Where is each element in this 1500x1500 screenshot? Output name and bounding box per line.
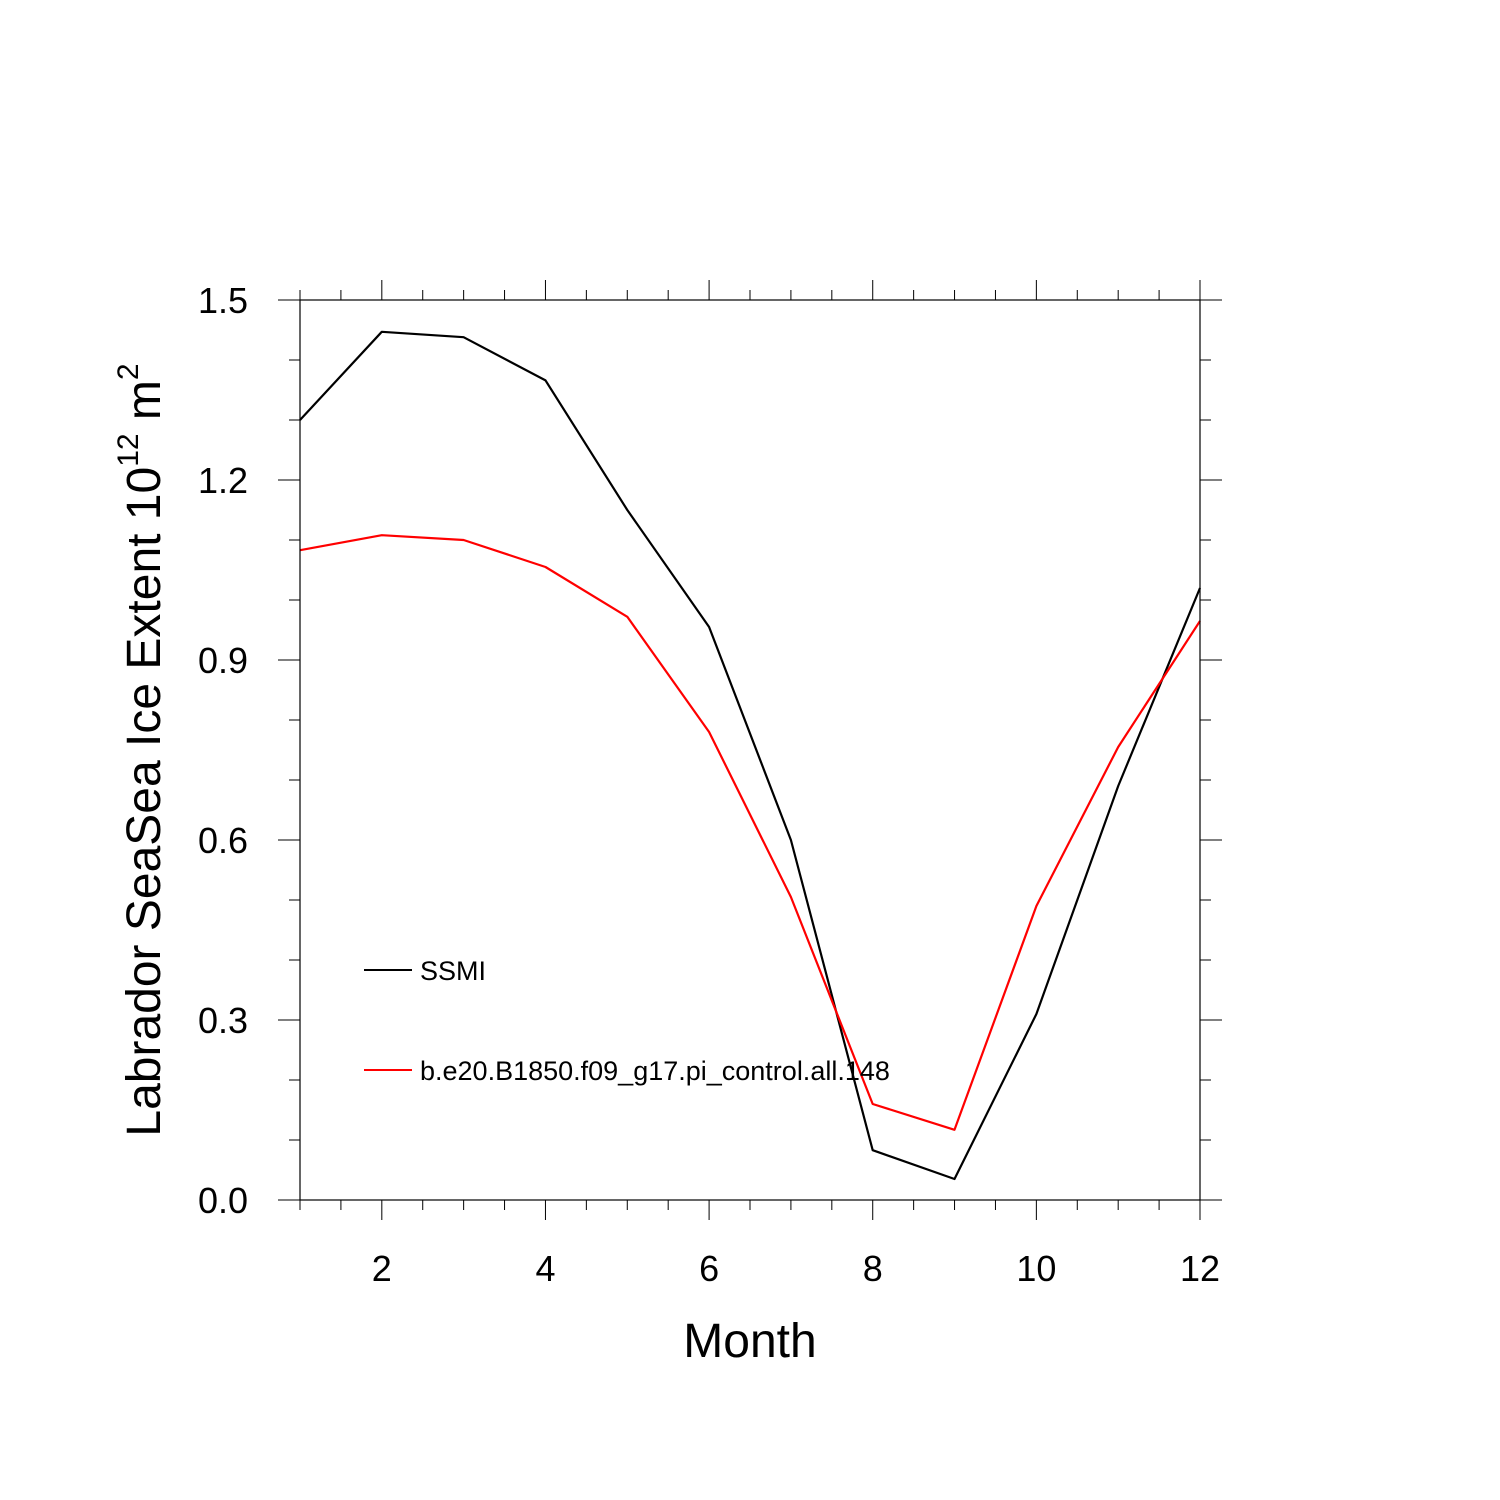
legend-label-ssmi: SSMI [420,956,486,986]
x-tick-label: 6 [699,1248,719,1289]
y-tick-label: 0.6 [198,820,248,861]
plot-frame [299,299,1201,1201]
y-tick-label: 0.0 [198,1180,248,1221]
y-axis-title-unit: m [118,380,171,433]
y-tick-labels: 0.0 0.3 0.6 0.9 1.2 1.5 [198,280,248,1221]
x-tick-label: 10 [1016,1248,1056,1289]
y-tick-label: 0.9 [198,640,248,681]
y-axis-title: Labrador SeaSea Ice Extent 1012 m2 [112,363,171,1136]
x-tick-label: 2 [372,1248,392,1289]
x-tick-label: 8 [863,1248,883,1289]
x-tick-label: 12 [1180,1248,1220,1289]
y-tick-label: 1.2 [198,460,248,501]
y-axis-title-unit-exponent: 2 [112,363,145,380]
series-line-ssmi [299,330,1202,1181]
y-tick-label: 1.5 [198,280,248,321]
y-axis-title-base: Labrador SeaSea Ice Extent 10 [118,467,171,1137]
x-tick-labels: 2 4 6 8 10 12 [372,1248,1220,1289]
x-axis-title: Month [683,1315,816,1368]
axis-ticks [278,280,1222,1220]
y-axis-title-exponent: 12 [112,433,145,466]
series-group [299,330,1202,1181]
x-tick-label: 4 [535,1248,555,1289]
legend-label-model: b.e20.B1850.f09_g17.pi_control.all.148 [420,1056,890,1086]
legend: SSMI b.e20.B1850.f09_g17.pi_control.all.… [364,956,890,1086]
series-line-model [299,534,1201,1131]
y-tick-label: 0.3 [198,1000,248,1041]
